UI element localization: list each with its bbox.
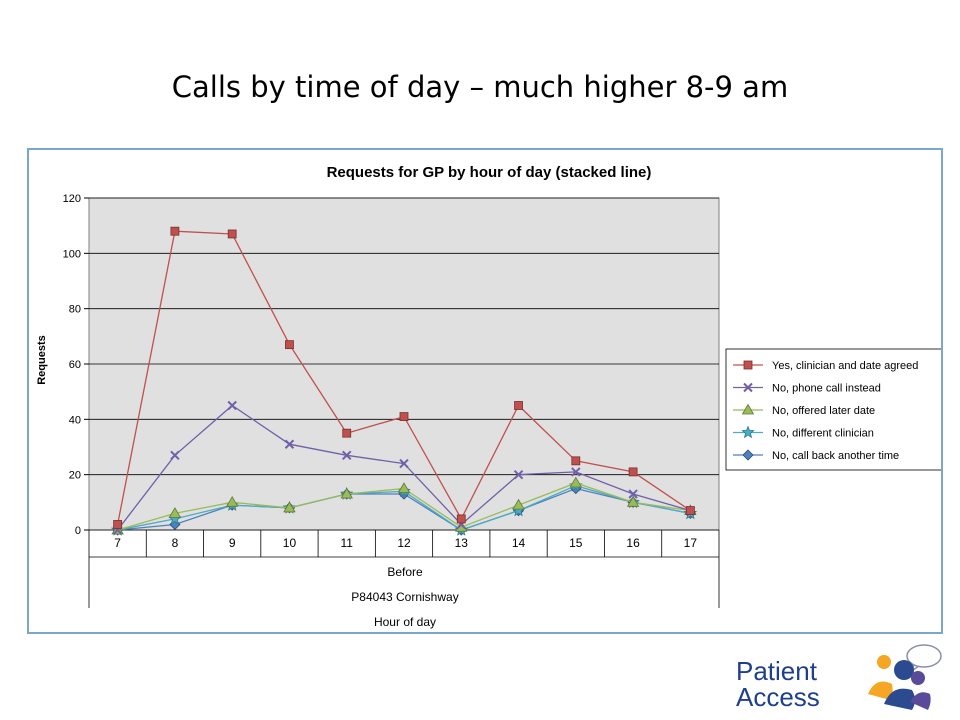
chart-frame: Requests for GP by hour of day (stacked … — [27, 148, 943, 634]
data-point — [569, 476, 583, 488]
x-tick-label: 7 — [114, 536, 121, 550]
chart-title: Requests for GP by hour of day (stacked … — [327, 164, 652, 181]
data-point — [397, 482, 411, 493]
x-tick-label: 17 — [684, 536, 698, 550]
x-axis-label: Hour of day — [374, 615, 436, 629]
legend-label: No, different clinician — [772, 428, 874, 440]
people-speech-icon — [868, 644, 942, 710]
data-point — [113, 520, 123, 529]
data-point — [285, 340, 294, 350]
legend-label: No, call back another time — [772, 450, 899, 462]
logo-text-access: Access — [736, 682, 820, 712]
x-tick-label: 15 — [569, 536, 583, 550]
x-tick-label: 8 — [172, 536, 179, 550]
data-point — [743, 360, 753, 370]
data-point — [512, 498, 525, 510]
data-point — [342, 450, 352, 461]
data-point — [685, 506, 695, 516]
legend-label: Yes, clinician and date agreed — [772, 360, 918, 372]
data-point — [741, 425, 755, 439]
legend-label: No, offered later date — [772, 405, 875, 417]
y-tick-label: 0 — [75, 525, 81, 537]
y-tick-label: 40 — [69, 414, 81, 426]
data-point — [628, 489, 638, 499]
y-tick-label: 20 — [69, 470, 81, 482]
data-point — [340, 487, 353, 499]
x-tick-label: 13 — [455, 536, 469, 550]
data-point — [168, 507, 182, 518]
x-tick-label: 9 — [229, 536, 236, 550]
x-tick-label: 16 — [626, 536, 640, 550]
legend-label: No, phone call instead — [772, 383, 881, 395]
slide-title: Calls by time of day – much higher 8-9 a… — [171, 70, 789, 104]
data-point — [170, 450, 180, 461]
data-point — [399, 412, 409, 421]
y-tick-label: 80 — [69, 304, 81, 316]
x-tick-label: 12 — [397, 536, 411, 550]
data-point — [571, 456, 581, 466]
data-point — [284, 439, 295, 449]
x-tick-label: 11 — [340, 536, 353, 550]
patient-access-logo: Patient Access — [736, 640, 948, 716]
data-point — [225, 496, 239, 507]
x-tick-label: 14 — [512, 536, 526, 550]
data-point — [741, 403, 755, 415]
data-point — [227, 400, 237, 411]
x-group-label-practice: P84043 Cornishway — [351, 590, 458, 604]
logo-text-patient: Patient — [736, 656, 817, 686]
data-point — [628, 467, 638, 477]
x-tick-label: 10 — [283, 536, 297, 550]
legend-box — [725, 348, 941, 471]
data-point — [456, 514, 466, 524]
data-point — [227, 229, 237, 239]
y-tick-label: 100 — [63, 248, 81, 260]
data-point — [626, 496, 640, 507]
data-point — [342, 428, 352, 438]
line-chart: Requests for GP by hour of day (stacked … — [36, 164, 941, 629]
data-point — [743, 382, 753, 393]
data-point — [399, 458, 409, 469]
data-point — [514, 401, 523, 410]
data-point — [170, 226, 180, 236]
y-tick-label: 60 — [69, 359, 81, 371]
y-tick-label: 120 — [63, 193, 81, 205]
y-axis-label: Requests — [36, 335, 48, 385]
data-point — [571, 467, 581, 477]
data-point — [283, 501, 296, 513]
x-group-label-before: Before — [387, 565, 423, 579]
data-point — [513, 469, 524, 480]
data-point — [742, 449, 754, 461]
